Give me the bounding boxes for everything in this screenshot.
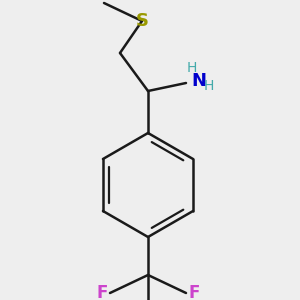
Text: H: H — [204, 79, 214, 93]
Text: F: F — [188, 284, 200, 300]
Text: S: S — [136, 12, 148, 30]
Text: H: H — [187, 61, 197, 75]
Text: F: F — [96, 284, 108, 300]
Text: N: N — [191, 72, 206, 90]
